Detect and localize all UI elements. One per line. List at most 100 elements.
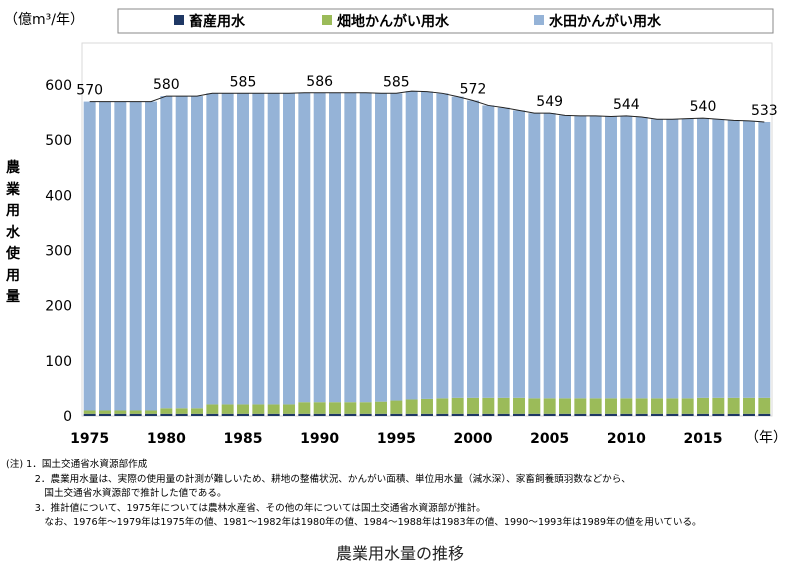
bar-segment <box>175 96 188 409</box>
x-tick-label: 1990 <box>300 431 339 447</box>
bar-segment <box>697 118 709 398</box>
bar-segment <box>497 413 510 416</box>
bar-segment <box>405 399 418 414</box>
bar-segment <box>513 413 525 416</box>
bar-segment <box>390 93 403 401</box>
bar-segment <box>145 413 157 416</box>
bar-segment <box>237 93 249 405</box>
total-data-label: 586 <box>306 74 333 90</box>
bar-segment <box>160 96 173 409</box>
bar-segment <box>405 91 418 400</box>
bar-segment <box>252 93 265 405</box>
bar-segment <box>451 413 464 416</box>
bar-segment <box>221 413 234 416</box>
bar-segment <box>206 413 219 416</box>
bar-segment <box>574 398 587 414</box>
bar-segment <box>559 413 571 416</box>
bar-segment <box>191 408 203 414</box>
bar-segment <box>666 413 679 416</box>
legend-label: 畜産用水 <box>189 13 246 30</box>
bar-segment <box>375 93 387 402</box>
total-line <box>89 90 765 123</box>
chart-caption: 農業用水量の推移 <box>335 544 464 563</box>
total-data-label: 585 <box>230 74 257 90</box>
y-tick-label: 0 <box>63 409 72 425</box>
bar-segment <box>344 92 357 403</box>
legend-box <box>117 8 774 34</box>
bar-segment <box>375 401 387 414</box>
x-tick-label: 2010 <box>607 431 646 447</box>
bar-segment <box>482 105 495 398</box>
notes: (注) 1．国土交通省水資源部作成 2．農業用水量は、実際の使用量の計測が難しい… <box>6 458 796 531</box>
bar-segment <box>574 413 587 416</box>
bar-segment <box>267 404 280 414</box>
bar-segment <box>543 398 556 414</box>
bar-segment <box>191 413 203 416</box>
bar-segment <box>513 110 525 398</box>
bar-segment <box>145 101 157 411</box>
bar-segment <box>267 93 280 405</box>
note-line: 3．推計値について、1975年については農林水産省、その他の年については国土交通… <box>6 502 486 514</box>
bar-segment <box>421 413 433 416</box>
bar-segment <box>252 404 265 414</box>
bar-segment <box>129 413 142 416</box>
bar-segment <box>620 398 633 414</box>
y-tick-label: 500 <box>45 133 72 149</box>
bar-segment <box>758 121 771 398</box>
y-tick-label: 200 <box>45 299 72 315</box>
bar-segment <box>482 397 495 414</box>
bar-segment <box>635 117 648 399</box>
bar-segment <box>298 413 311 416</box>
bar-segment <box>237 413 249 416</box>
bar-segment <box>666 119 679 399</box>
bar-segment <box>329 402 341 414</box>
bar-segment <box>99 101 111 411</box>
y-unit-label: （億m³/年） <box>4 12 84 28</box>
bar-segment <box>651 398 663 414</box>
bar-segment <box>635 398 648 414</box>
bar-segment <box>313 92 326 403</box>
bar-segment <box>727 413 740 416</box>
x-tick-label: 1975 <box>70 431 109 447</box>
bar-segment <box>559 398 571 414</box>
bar-segment <box>743 120 755 398</box>
bar-segment <box>513 397 525 414</box>
bar-segment <box>313 413 326 416</box>
bar-segment <box>83 101 96 411</box>
bar-segment <box>160 413 173 416</box>
bar-segment <box>712 397 725 414</box>
bar-segment <box>543 413 556 416</box>
bar-segment <box>267 413 280 416</box>
bar-segment <box>405 413 418 416</box>
x-tick-label: 2000 <box>454 431 493 447</box>
note-line: (注) 1．国土交通省水資源部作成 <box>6 459 148 470</box>
bar-segment <box>221 93 234 405</box>
bar-segment <box>191 96 203 409</box>
bar-segment <box>482 413 495 416</box>
x-unit-label: （年） <box>745 430 787 446</box>
bar-segment <box>528 398 541 414</box>
note-line: なお、1976年～1979年は1975年の値、1981～1982年は1980年の… <box>6 517 702 528</box>
x-tick-label: 1995 <box>377 431 416 447</box>
bar-segment <box>436 93 449 399</box>
legend-swatch <box>174 15 184 25</box>
total-data-label: 580 <box>153 77 180 93</box>
x-tick-label: 1980 <box>147 431 186 447</box>
bar-segment <box>436 413 449 416</box>
bar-segment <box>252 413 265 416</box>
total-data-label: 585 <box>383 74 410 90</box>
y-axis-title: 農業用水使用量 <box>6 160 20 305</box>
bar-segment <box>160 408 173 414</box>
bar-segment <box>436 398 449 414</box>
bar-segment <box>375 413 387 416</box>
y-tick-label: 400 <box>45 188 72 204</box>
bar-segment <box>313 402 326 414</box>
bar-segment <box>681 118 694 399</box>
legend-swatch <box>322 15 332 25</box>
bar-segment <box>421 91 433 399</box>
bar-segment <box>421 398 433 414</box>
chart: 0 100 200 300 400 500 600 570 580 585 586 585 572 549… <box>45 8 778 447</box>
y-tick-label: 600 <box>45 78 72 94</box>
bar-segment <box>298 402 311 414</box>
bar-segment <box>758 413 771 416</box>
